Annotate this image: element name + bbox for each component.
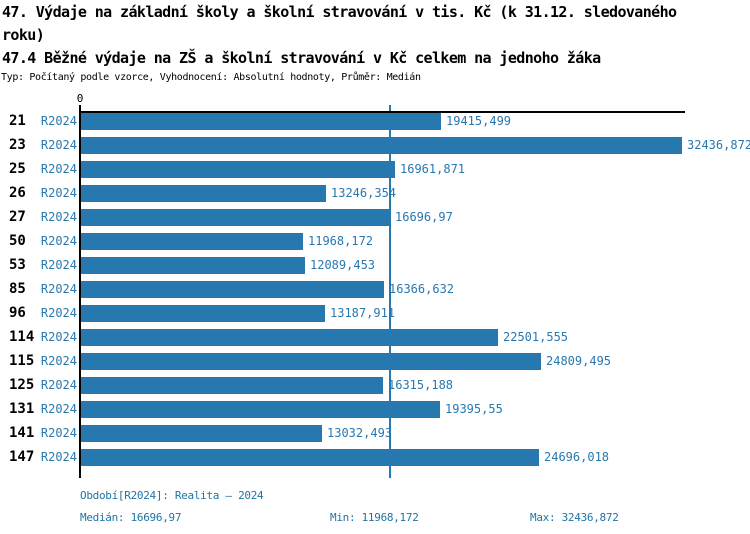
bar-value-label: 19395,55: [445, 402, 503, 416]
row-series-label: R2024: [40, 138, 77, 152]
row-category-label: 25: [9, 161, 26, 177]
row-category-label: 27: [9, 209, 26, 225]
row-series-label: R2024: [40, 114, 77, 128]
median-reference-line: [389, 105, 391, 478]
row-series-label: R2024: [40, 210, 77, 224]
row-series-label: R2024: [40, 234, 77, 248]
row-series-label: R2024: [40, 354, 77, 368]
row-series-label: R2024: [40, 258, 77, 272]
footer-min-stat: Min: 11968,172: [330, 511, 419, 524]
report-title-line-2: roku): [2, 26, 45, 44]
bar-value-label: 13246,354: [331, 186, 397, 200]
row-series-label: R2024: [40, 282, 77, 296]
indicator-meta: Typ: Počítaný podle vzorce, Vyhodnocení:…: [1, 72, 421, 83]
report-title-line-1: 47. Výdaje na základní školy a školní st…: [2, 3, 677, 21]
row-category-label: 53: [9, 257, 26, 273]
row-category-label: 115: [9, 353, 35, 369]
bar: [81, 449, 539, 466]
row-series-label: R2024: [40, 306, 77, 320]
row-series-label: R2024: [40, 426, 77, 440]
row-category-label: 26: [9, 185, 26, 201]
footer-period-label: Období[R2024]: Realita – 2024: [80, 489, 264, 502]
bar: [81, 257, 305, 274]
bar: [81, 113, 441, 130]
bar: [81, 353, 541, 370]
row-category-label: 141: [9, 425, 35, 441]
footer-max-stat: Max: 32436,872: [530, 511, 619, 524]
row-series-label: R2024: [40, 330, 77, 344]
row-category-label: 131: [9, 401, 35, 417]
row-category-label: 23: [9, 137, 26, 153]
bar: [81, 377, 383, 394]
bar-value-label: 11968,172: [308, 234, 374, 248]
bar-value-label: 16961,871: [400, 162, 466, 176]
axis-zero-tick-label: 0: [76, 92, 84, 105]
row-category-label: 21: [9, 113, 26, 129]
bar-value-label: 16315,188: [388, 378, 454, 392]
row-series-label: R2024: [40, 378, 77, 392]
indicator-subtitle: 47.4 Běžné výdaje na ZŠ a školní stravov…: [2, 49, 601, 67]
bar: [81, 281, 384, 298]
row-series-label: R2024: [40, 450, 77, 464]
footer-median-stat: Medián: 16696,97: [80, 511, 182, 524]
row-series-label: R2024: [40, 402, 77, 416]
row-category-label: 114: [9, 329, 35, 345]
row-series-label: R2024: [40, 186, 77, 200]
bar: [81, 401, 440, 418]
bar-value-label: 24696,018: [544, 450, 610, 464]
bar-value-label: 22501,555: [503, 330, 569, 344]
bar: [81, 209, 390, 226]
row-category-label: 147: [9, 449, 35, 465]
row-series-label: R2024: [40, 162, 77, 176]
row-category-label: 96: [9, 305, 26, 321]
bar-value-label: 16696,97: [395, 210, 453, 224]
x-axis-line: [79, 111, 685, 113]
bar-value-label: 16366,632: [389, 282, 455, 296]
row-category-label: 125: [9, 377, 35, 393]
bar-value-label: 13187,911: [330, 306, 396, 320]
bar-value-label: 19415,499: [446, 114, 512, 128]
bar: [81, 329, 498, 346]
y-axis-line: [79, 105, 81, 478]
bar-value-label: 12089,453: [310, 258, 376, 272]
bar: [81, 305, 325, 322]
bar-value-label: 32436,872: [687, 138, 750, 152]
bar: [81, 233, 303, 250]
bar: [81, 425, 322, 442]
bar: [81, 161, 395, 178]
bar-value-label: 13032,493: [327, 426, 393, 440]
bar: [81, 137, 682, 154]
row-category-label: 85: [9, 281, 26, 297]
bar: [81, 185, 326, 202]
row-category-label: 50: [9, 233, 26, 249]
bar-value-label: 24809,495: [546, 354, 612, 368]
